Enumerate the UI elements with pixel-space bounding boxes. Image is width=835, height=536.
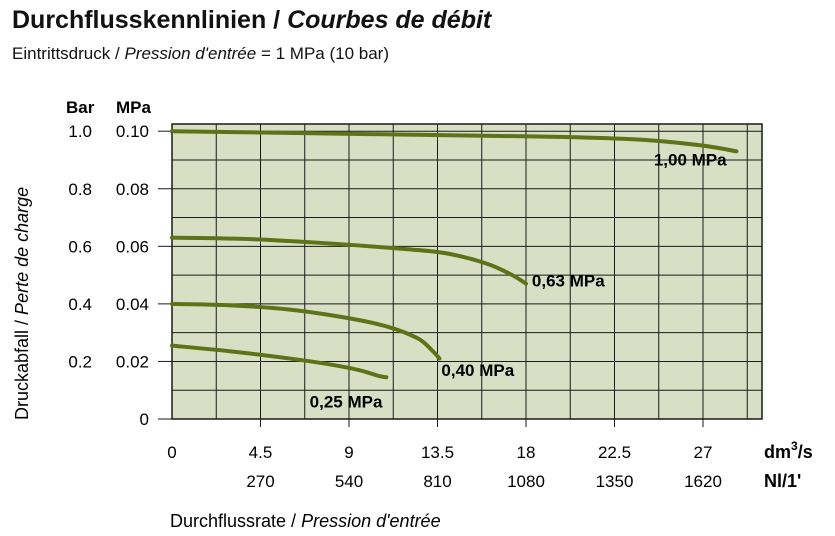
x-tick-primary-0: 0 xyxy=(167,443,176,462)
x-axis-label-german: Durchflussrate / xyxy=(170,511,296,531)
x-unit-secondary: Nl/1' xyxy=(764,471,801,491)
y-tick-bar-4: 0.8 xyxy=(68,180,92,199)
curve-label-1: 0,63 MPa xyxy=(532,272,605,291)
x-tick-primary-3: 13.5 xyxy=(421,443,454,462)
x-unit-primary: dm3/s xyxy=(764,439,813,462)
y-tick-mpa-1: 0.02 xyxy=(116,352,149,371)
x-tick-primary-4: 18 xyxy=(517,443,536,462)
x-unit-primary-tail: /s xyxy=(798,442,813,462)
x-tick-primary-5: 22.5 xyxy=(598,443,631,462)
subtitle-german: Eintrittsdruck / xyxy=(12,44,120,63)
x-tick-labels: 0 4.5 9 13.5 18 22.5 27 270 540 810 1080 1350 1620 xyxy=(167,443,722,491)
x-tick-secondary-1: 540 xyxy=(335,472,363,491)
y-tick-mpa-0: 0 xyxy=(140,410,149,429)
title-french: Courbes de débit xyxy=(287,6,492,34)
x-tick-secondary-0: 270 xyxy=(246,472,274,491)
chart-title: Durchflusskennlinien / Courbes de débit xyxy=(12,6,491,35)
y-tick-bar-5: 1.0 xyxy=(68,122,92,141)
y-unit-mpa: MPa xyxy=(116,98,152,117)
y-tick-bar-1: 0.2 xyxy=(68,352,92,371)
y-axis-label-french: Perte de charge xyxy=(12,187,32,315)
curve-1 xyxy=(170,235,528,286)
x-tick-secondary-4: 1350 xyxy=(596,472,634,491)
y-unit-bar: Bar xyxy=(66,98,95,117)
y-tick-bar-2: 0.4 xyxy=(68,295,92,314)
subtitle-french: Pression d'entrée xyxy=(124,44,257,63)
curve-label-0: 1,00 MPa xyxy=(654,151,727,170)
y-axis-label: Druckabfall / Perte de charge xyxy=(12,187,32,420)
title-german: Durchflusskennlinien / xyxy=(12,6,281,34)
x-unit-primary-sup: 3 xyxy=(791,439,798,453)
curve-3 xyxy=(170,343,389,380)
chart-subtitle: Eintrittsdruck / Pression d'entrée = 1 M… xyxy=(12,44,389,64)
curve-label-2: 0,40 MPa xyxy=(441,361,514,380)
plot-background xyxy=(171,123,763,420)
y-tick-mpa-3: 0.06 xyxy=(116,237,149,256)
curves xyxy=(170,129,739,380)
y-tick-labels: 0 0.2 0.02 0.4 0.04 0.6 0.06 0.8 0.08 1.0 0.10 xyxy=(68,122,149,429)
x-tick-secondary-2: 810 xyxy=(423,472,451,491)
y-axis-label-german: Druckabfall / xyxy=(12,320,32,420)
x-tick-primary-6: 27 xyxy=(694,443,713,462)
x-tick-secondary-3: 1080 xyxy=(507,472,545,491)
y-tick-mpa-2: 0.04 xyxy=(116,295,149,314)
y-tick-mpa-5: 0.10 xyxy=(116,122,149,141)
x-tick-secondary-5: 1620 xyxy=(684,472,722,491)
grid-lines xyxy=(158,124,762,427)
y-tick-bar-3: 0.6 xyxy=(68,237,92,256)
y-tick-mpa-4: 0.08 xyxy=(116,180,149,199)
x-axis-label: Durchflussrate / Pression d'entrée xyxy=(170,511,441,531)
curve-labels: 1,00 MPa 0,63 MPa 0,40 MPa 0,25 MPa xyxy=(310,151,727,412)
x-tick-primary-1: 4.5 xyxy=(249,443,273,462)
x-axis-label-french: Pression d'entrée xyxy=(301,511,441,531)
curve-2 xyxy=(170,301,442,361)
x-unit-primary-base: dm xyxy=(764,442,791,462)
subtitle-value: = 1 MPa (10 bar) xyxy=(260,44,389,63)
curve-0 xyxy=(170,129,739,154)
x-tick-primary-2: 9 xyxy=(344,443,353,462)
curve-label-3: 0,25 MPa xyxy=(310,392,383,411)
